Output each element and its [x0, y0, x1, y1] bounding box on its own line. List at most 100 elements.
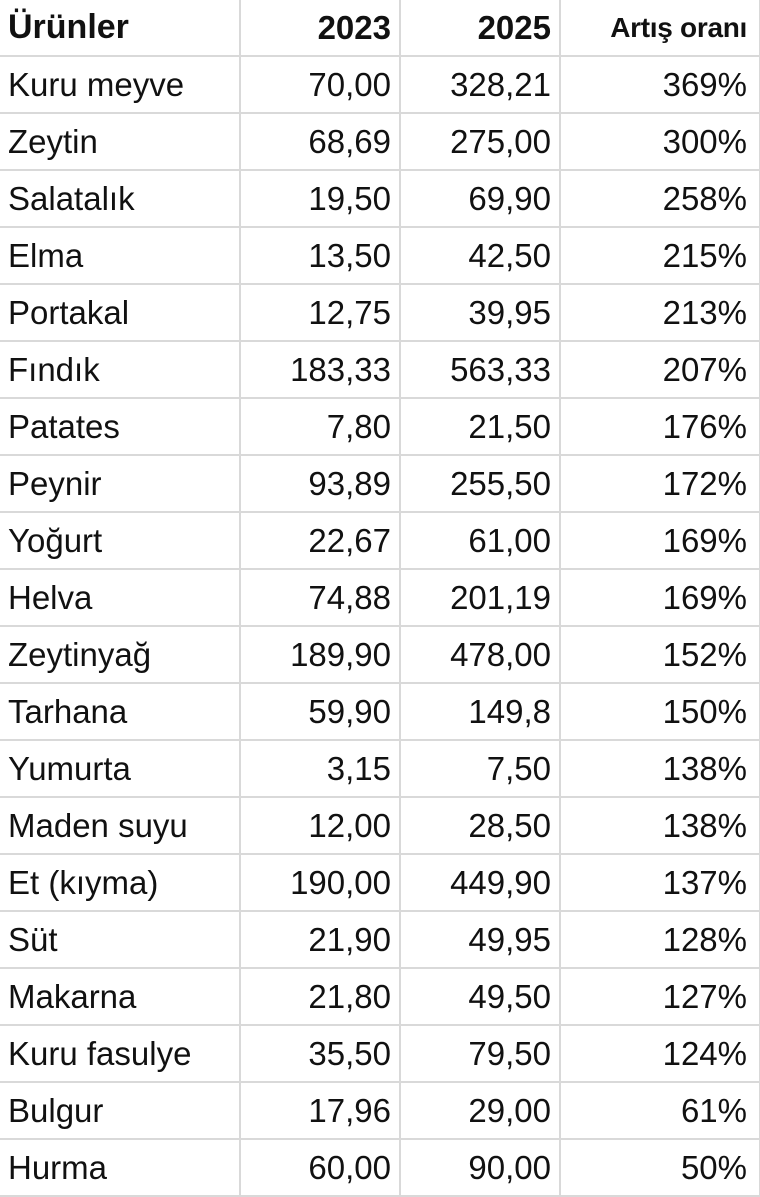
price-2025-cell[interactable]: 42,50 [400, 227, 561, 285]
product-name-cell[interactable]: Elma [0, 227, 241, 285]
increase-rate-cell[interactable]: 369% [560, 56, 760, 114]
increase-rate-cell[interactable]: 128% [560, 911, 760, 969]
price-2023-cell[interactable]: 12,00 [240, 797, 401, 855]
price-2023-cell[interactable]: 189,90 [240, 626, 401, 684]
increase-rate-cell[interactable]: 124% [560, 1025, 760, 1083]
increase-rate-cell[interactable]: 137% [560, 854, 760, 912]
increase-rate-cell[interactable]: 172% [560, 455, 760, 513]
price-2023-cell[interactable]: 3,15 [240, 740, 401, 798]
product-name-cell[interactable]: Kuru fasulye [0, 1025, 241, 1083]
price-2023-cell[interactable]: 68,69 [240, 113, 401, 171]
increase-rate-cell[interactable]: 152% [560, 626, 760, 684]
table-row: Süt 21,90 49,95 128% [0, 911, 760, 969]
price-2025-cell[interactable]: 28,50 [400, 797, 561, 855]
increase-rate-cell[interactable]: 127% [560, 968, 760, 1026]
product-name-cell[interactable]: Zeytin [0, 113, 241, 171]
increase-rate-cell[interactable]: 258% [560, 170, 760, 228]
increase-rate-cell[interactable]: 138% [560, 740, 760, 798]
price-2025-cell[interactable]: 61,00 [400, 512, 561, 570]
product-name-cell[interactable]: Yoğurt [0, 512, 241, 570]
table-row: Zeytin 68,69 275,00 300% [0, 113, 760, 171]
price-2025-cell[interactable]: 328,21 [400, 56, 561, 114]
product-name-cell[interactable]: Süt [0, 911, 241, 969]
table-row: Kuru fasulye 35,50 79,50 124% [0, 1025, 760, 1083]
price-2025-cell[interactable]: 21,50 [400, 398, 561, 456]
product-name-cell[interactable]: Et (kıyma) [0, 854, 241, 912]
increase-rate-cell[interactable]: 215% [560, 227, 760, 285]
price-2023-cell[interactable]: 17,96 [240, 1082, 401, 1140]
price-2023-cell[interactable]: 12,75 [240, 284, 401, 342]
product-name-cell[interactable]: Patates [0, 398, 241, 456]
product-name-cell[interactable]: Bulgur [0, 1082, 241, 1140]
price-2025-cell[interactable]: 201,19 [400, 569, 561, 627]
price-2025-cell[interactable]: 29,00 [400, 1082, 561, 1140]
price-2025-cell[interactable]: 275,00 [400, 113, 561, 171]
increase-rate-cell[interactable]: 61% [560, 1082, 760, 1140]
price-2025-cell[interactable]: 255,50 [400, 455, 561, 513]
product-name-cell[interactable]: Kuru meyve [0, 56, 241, 114]
price-2025-cell[interactable]: 563,33 [400, 341, 561, 399]
product-name-cell[interactable]: Maden suyu [0, 797, 241, 855]
increase-rate-cell[interactable]: 169% [560, 512, 760, 570]
header-cell-increase-rate[interactable]: Artış oranı [560, 0, 760, 57]
table-row: Kuru meyve 70,00 328,21 369% [0, 56, 760, 114]
table-row: Peynir 93,89 255,50 172% [0, 455, 760, 513]
price-2023-cell[interactable]: 22,67 [240, 512, 401, 570]
price-2023-cell[interactable]: 21,80 [240, 968, 401, 1026]
price-2023-cell[interactable]: 7,80 [240, 398, 401, 456]
header-row: Ürünler 2023 2025 Artış oranı [0, 0, 760, 57]
increase-rate-cell[interactable]: 213% [560, 284, 760, 342]
price-2023-cell[interactable]: 13,50 [240, 227, 401, 285]
table-row: Portakal 12,75 39,95 213% [0, 284, 760, 342]
price-2025-cell[interactable]: 149,8 [400, 683, 561, 741]
table-row: Tarhana 59,90 149,8 150% [0, 683, 760, 741]
price-2025-cell[interactable]: 7,50 [400, 740, 561, 798]
table-row: Helva 74,88 201,19 169% [0, 569, 760, 627]
table-row: Makarna 21,80 49,50 127% [0, 968, 760, 1026]
price-2023-cell[interactable]: 74,88 [240, 569, 401, 627]
product-name-cell[interactable]: Tarhana [0, 683, 241, 741]
price-2025-cell[interactable]: 478,00 [400, 626, 561, 684]
increase-rate-cell[interactable]: 176% [560, 398, 760, 456]
table-row: Maden suyu 12,00 28,50 138% [0, 797, 760, 855]
price-2023-cell[interactable]: 183,33 [240, 341, 401, 399]
table-row: Yumurta 3,15 7,50 138% [0, 740, 760, 798]
price-2023-cell[interactable]: 35,50 [240, 1025, 401, 1083]
product-name-cell[interactable]: Makarna [0, 968, 241, 1026]
increase-rate-cell[interactable]: 169% [560, 569, 760, 627]
product-name-cell[interactable]: Portakal [0, 284, 241, 342]
price-2023-cell[interactable]: 70,00 [240, 56, 401, 114]
price-2025-cell[interactable]: 69,90 [400, 170, 561, 228]
price-2023-cell[interactable]: 190,00 [240, 854, 401, 912]
product-name-cell[interactable]: Peynir [0, 455, 241, 513]
table-row: Salatalık 19,50 69,90 258% [0, 170, 760, 228]
price-2025-cell[interactable]: 79,50 [400, 1025, 561, 1083]
product-name-cell[interactable]: Fındık [0, 341, 241, 399]
product-name-cell[interactable]: Salatalık [0, 170, 241, 228]
table-row: Patates 7,80 21,50 176% [0, 398, 760, 456]
price-2025-cell[interactable]: 449,90 [400, 854, 561, 912]
product-name-cell[interactable]: Helva [0, 569, 241, 627]
table-row: Et (kıyma) 190,00 449,90 137% [0, 854, 760, 912]
table-row: Zeytinyağ 189,90 478,00 152% [0, 626, 760, 684]
header-cell-2023[interactable]: 2023 [240, 0, 401, 57]
price-2025-cell[interactable]: 49,50 [400, 968, 561, 1026]
table-row: Fındık 183,33 563,33 207% [0, 341, 760, 399]
increase-rate-cell[interactable]: 150% [560, 683, 760, 741]
price-2023-cell[interactable]: 59,90 [240, 683, 401, 741]
header-cell-2025[interactable]: 2025 [400, 0, 561, 57]
price-2025-cell[interactable]: 39,95 [400, 284, 561, 342]
price-2023-cell[interactable]: 21,90 [240, 911, 401, 969]
price-2023-cell[interactable]: 93,89 [240, 455, 401, 513]
table-row: Bulgur 17,96 29,00 61% [0, 1082, 760, 1140]
price-2025-cell[interactable]: 49,95 [400, 911, 561, 969]
increase-rate-cell[interactable]: 300% [560, 113, 760, 171]
table-body: Kuru meyve 70,00 328,21 369% Zeytin 68,69 275,… [0, 56, 760, 1197]
increase-rate-cell[interactable]: 138% [560, 797, 760, 855]
product-name-cell[interactable]: Zeytinyağ [0, 626, 241, 684]
increase-rate-cell[interactable]: 207% [560, 341, 760, 399]
price-2023-cell[interactable]: 19,50 [240, 170, 401, 228]
product-name-cell[interactable]: Yumurta [0, 740, 241, 798]
header-cell-products[interactable]: Ürünler [0, 0, 241, 57]
